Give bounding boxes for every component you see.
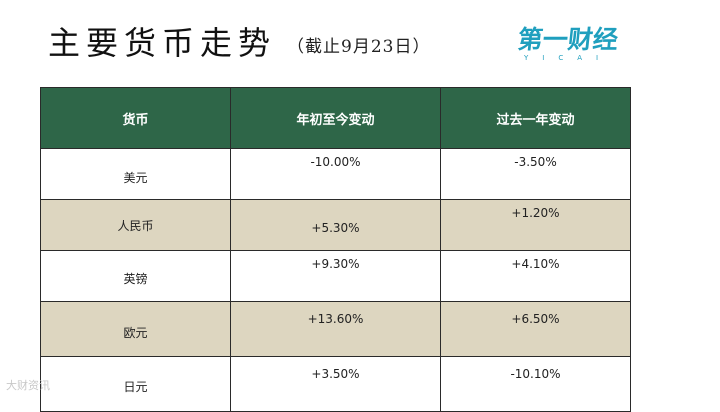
- currency-cell: 英镑: [40, 250, 231, 302]
- one-year-cell: -3.50%: [440, 148, 631, 200]
- table-row: 人民币 +5.30% +1.20%: [40, 199, 631, 251]
- logo-subtext: YICAI: [524, 54, 613, 62]
- one-year-cell: +4.10%: [440, 250, 631, 302]
- ytd-cell: +9.30%: [230, 250, 441, 302]
- page-title: 主要货币走势: [48, 24, 277, 62]
- currency-cell: 人民币: [40, 199, 231, 251]
- table-row: 美元 -10.00% -3.50%: [40, 148, 631, 200]
- table-row: 欧元 +13.60% +6.50%: [40, 301, 631, 357]
- one-year-cell: +1.20%: [440, 199, 631, 251]
- currency-table: 货币 年初至今变动 过去一年变动 美元 -10.00% -3.50% 人民币 +…: [40, 87, 631, 412]
- one-year-cell: -10.10%: [440, 356, 631, 412]
- header-ytd-change: 年初至今变动: [230, 87, 441, 149]
- one-year-cell: +6.50%: [440, 301, 631, 357]
- table-row: 日元 +3.50% -10.10%: [40, 356, 631, 412]
- yicai-logo: 第一财经 YICAI: [516, 20, 634, 66]
- watermark: 大财资讯: [6, 379, 50, 392]
- ytd-cell: +13.60%: [230, 301, 441, 357]
- currency-cell: 日元: [40, 356, 231, 412]
- currency-cell: 美元: [40, 148, 231, 200]
- currency-cell: 欧元: [40, 301, 231, 357]
- date-note: （截止9月23日）: [287, 37, 431, 57]
- logo-text: 第一财经: [516, 25, 620, 54]
- ytd-cell: -10.00%: [230, 148, 441, 200]
- table-row: 英镑 +9.30% +4.10%: [40, 250, 631, 302]
- header-currency: 货币: [40, 87, 231, 149]
- ytd-cell: +5.30%: [230, 199, 441, 251]
- currency-table-container: 货币 年初至今变动 过去一年变动 美元 -10.00% -3.50% 人民币 +…: [40, 87, 631, 412]
- ytd-cell: +3.50%: [230, 356, 441, 412]
- table-header-row: 货币 年初至今变动 过去一年变动: [40, 87, 631, 149]
- header-one-year-change: 过去一年变动: [440, 87, 631, 149]
